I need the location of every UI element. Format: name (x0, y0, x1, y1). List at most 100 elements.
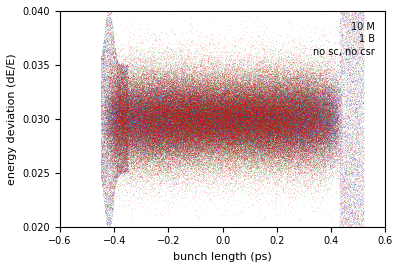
Point (297, 135, 303, 139)
Point (208, 92, 214, 96)
Point (142, 97, 148, 102)
Point (232, 109, 238, 113)
Point (334, 102, 340, 107)
Point (118, 89, 124, 93)
Point (278, 130, 285, 135)
Point (156, 161, 162, 165)
Point (219, 124, 225, 128)
Point (240, 136, 247, 140)
Point (273, 83, 279, 87)
Point (230, 148, 237, 153)
Point (354, 48, 360, 53)
Point (116, 103, 122, 107)
Point (159, 133, 166, 138)
Point (170, 114, 177, 118)
Point (273, 98, 279, 102)
Point (223, 161, 229, 166)
Point (159, 82, 165, 86)
Point (205, 119, 211, 123)
Point (159, 65, 165, 70)
Point (154, 146, 160, 150)
Point (328, 144, 335, 148)
Point (283, 109, 289, 114)
Point (154, 122, 160, 127)
Point (192, 107, 198, 111)
Point (242, 113, 248, 118)
Point (290, 142, 296, 146)
Point (343, 210, 350, 215)
Point (139, 83, 146, 88)
Point (100, 116, 106, 121)
Point (199, 112, 205, 116)
Point (239, 102, 245, 106)
Point (115, 118, 121, 122)
Point (188, 118, 194, 122)
Point (171, 127, 177, 132)
Point (169, 85, 176, 89)
Point (318, 114, 324, 119)
Point (277, 80, 284, 85)
Point (143, 115, 149, 120)
Point (222, 124, 229, 129)
Point (160, 91, 167, 95)
Point (190, 113, 196, 117)
Point (230, 105, 236, 110)
Point (277, 125, 284, 129)
Point (162, 76, 168, 80)
Point (327, 129, 333, 133)
Point (106, 123, 112, 127)
Point (255, 104, 262, 108)
Point (169, 114, 175, 118)
Point (309, 144, 315, 149)
Point (301, 130, 308, 134)
Point (332, 122, 339, 126)
Point (285, 95, 291, 99)
Point (192, 117, 198, 121)
Point (184, 111, 191, 115)
Point (212, 102, 218, 107)
Point (297, 94, 303, 99)
Point (352, 92, 359, 96)
Point (245, 193, 251, 197)
Point (274, 111, 281, 116)
Point (201, 69, 207, 73)
Point (119, 154, 125, 158)
Point (246, 117, 252, 121)
Point (211, 110, 218, 114)
Point (237, 106, 244, 110)
Point (130, 123, 136, 128)
Point (122, 125, 128, 130)
Point (167, 107, 174, 111)
Point (143, 101, 150, 105)
Point (165, 126, 172, 130)
Point (134, 101, 140, 105)
Point (193, 134, 199, 139)
Point (185, 86, 192, 90)
Point (279, 112, 286, 116)
Point (232, 188, 238, 192)
Point (320, 91, 327, 95)
Point (231, 43, 238, 47)
Point (259, 116, 265, 121)
Point (295, 70, 301, 75)
Point (140, 75, 146, 80)
Point (226, 141, 233, 146)
Point (167, 66, 174, 70)
Point (300, 107, 306, 111)
Point (149, 89, 155, 93)
Point (156, 122, 163, 127)
Point (207, 135, 213, 139)
Point (221, 168, 228, 172)
Point (248, 123, 255, 127)
Point (209, 109, 215, 114)
Point (235, 90, 242, 94)
Point (137, 98, 143, 102)
Point (299, 67, 305, 72)
Point (156, 116, 162, 121)
Point (212, 114, 218, 118)
Point (263, 95, 269, 100)
Point (173, 108, 180, 112)
Point (354, 9, 360, 13)
Point (278, 175, 284, 180)
Point (236, 107, 243, 111)
